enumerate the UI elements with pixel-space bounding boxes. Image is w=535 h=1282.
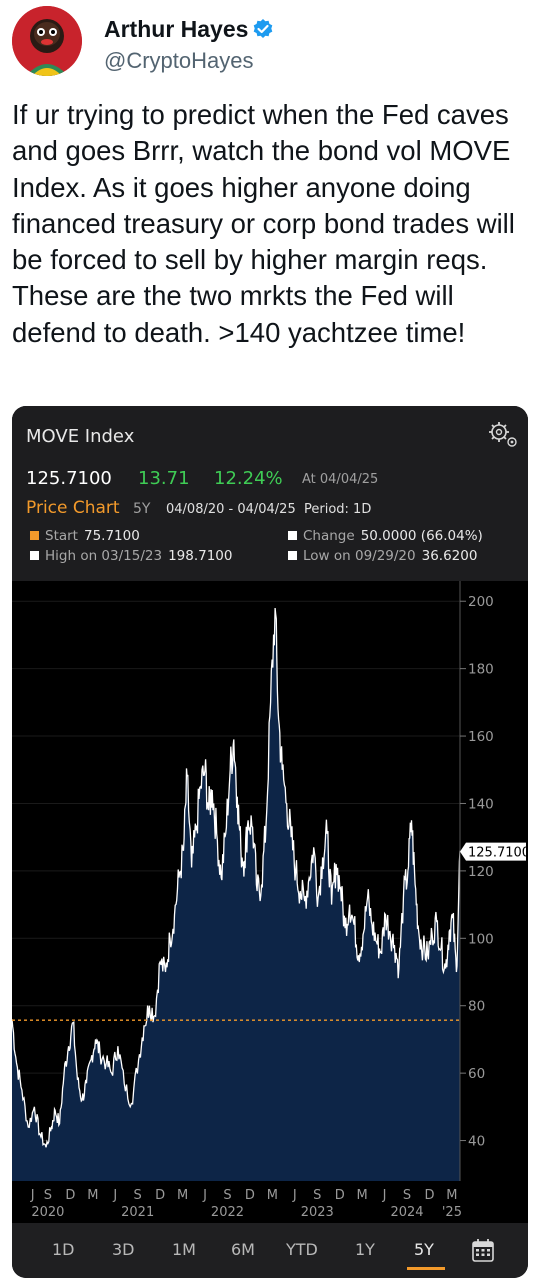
- tab-ytd[interactable]: YTD: [286, 1240, 318, 1259]
- start-label: Start: [45, 528, 78, 544]
- as-of-date: At 04/04/25: [302, 472, 379, 487]
- x-tick-label: S: [223, 1188, 231, 1203]
- active-tab-indicator: [407, 1267, 445, 1270]
- x-tick-label: J: [30, 1188, 35, 1203]
- x-year-label: '25: [442, 1205, 462, 1220]
- low-swatch: [288, 551, 297, 560]
- chart-header: MOVE Index 125.7100 13.71 12.24% At 04/0…: [12, 406, 528, 581]
- x-tick-label: S: [44, 1188, 52, 1203]
- high-stat: High on 03/15/23 198.7100: [30, 548, 232, 564]
- change-stat: Change 50.0000 (66.04%): [288, 528, 483, 544]
- x-tick-label: D: [424, 1188, 434, 1203]
- change-value: 50.0000 (66.04%): [360, 528, 483, 544]
- calendar-icon[interactable]: [472, 1238, 494, 1266]
- x-year-label: 2020: [31, 1205, 64, 1220]
- date-range: 04/08/20 - 04/04/25: [166, 502, 296, 517]
- x-tick-label: D: [65, 1188, 75, 1203]
- x-tick-label: S: [134, 1188, 142, 1203]
- avatar[interactable]: [12, 6, 82, 76]
- x-tick-label: M: [177, 1188, 188, 1203]
- author-name-text[interactable]: Arthur Hayes: [104, 16, 249, 42]
- y-tick-label: 200: [468, 594, 494, 610]
- verified-badge-icon: [252, 18, 274, 46]
- y-tick-label: 40: [468, 1134, 485, 1150]
- net-change: 13.71: [138, 468, 190, 489]
- tab-1m[interactable]: 1M: [172, 1240, 196, 1259]
- range-label: 5Y: [133, 501, 151, 517]
- last-price: 125.7100: [26, 468, 112, 489]
- x-tick-label: M: [267, 1188, 278, 1203]
- start-stat: Start 75.7100: [30, 528, 140, 544]
- start-value: 75.7100: [83, 528, 140, 544]
- price-line: [12, 607, 461, 1148]
- x-tick-label: M: [87, 1188, 98, 1203]
- y-tick-label: 140: [468, 796, 494, 812]
- x-tick-label: S: [313, 1188, 321, 1203]
- x-year-label: 2023: [301, 1205, 334, 1220]
- x-tick-label: S: [403, 1188, 411, 1203]
- high-value: 198.7100: [168, 548, 233, 564]
- x-tick-label: M: [446, 1188, 457, 1203]
- x-year-label: 2024: [390, 1205, 423, 1220]
- author-handle[interactable]: @CryptoHayes: [104, 48, 254, 73]
- high-swatch: [30, 551, 39, 560]
- last-price-tag-text: 125.7100: [468, 846, 528, 861]
- y-tick-label: 60: [468, 1066, 485, 1082]
- y-tick-label: 80: [468, 999, 485, 1015]
- y-tick-label: 100: [468, 931, 494, 947]
- x-tick-label: D: [245, 1188, 255, 1203]
- chart-card: MOVE Index 125.7100 13.71 12.24% At 04/0…: [12, 406, 528, 1278]
- start-swatch: [30, 531, 39, 540]
- range-tabs: 1D 3D 1M 6M YTD 1Y 5Y: [12, 1223, 528, 1278]
- last-price-tag-bg: [460, 842, 526, 861]
- settings-gear-icon[interactable]: [486, 420, 520, 450]
- change-swatch: [288, 531, 297, 540]
- price-chart-label[interactable]: Price Chart: [26, 498, 120, 518]
- author-name[interactable]: Arthur Hayes: [104, 16, 274, 46]
- price-area: [12, 608, 460, 1181]
- x-year-label: 2021: [121, 1205, 154, 1220]
- tab-6m[interactable]: 6M: [231, 1240, 255, 1259]
- x-tick-label: J: [202, 1188, 207, 1203]
- tweet-header: Arthur Hayes @CryptoHayes: [12, 6, 523, 78]
- tab-5y[interactable]: 5Y: [414, 1240, 434, 1259]
- x-tick-label: D: [155, 1188, 165, 1203]
- pct-change: 12.24%: [214, 468, 283, 489]
- y-tick-label: 120: [468, 864, 494, 880]
- tab-3d[interactable]: 3D: [112, 1240, 135, 1259]
- y-tick-label: 160: [468, 729, 494, 745]
- x-tick-label: D: [335, 1188, 345, 1203]
- x-tick-label: J: [112, 1188, 117, 1203]
- y-axis-ticks: 40 60 80 100 120 140 160 180 200: [460, 594, 494, 1150]
- y-tick-label: 180: [468, 662, 494, 678]
- tab-1y[interactable]: 1Y: [355, 1240, 375, 1259]
- x-year-label: 2022: [211, 1205, 244, 1220]
- low-stat: Low on 09/29/20 36.6200: [288, 548, 477, 564]
- change-label: Change: [303, 528, 355, 544]
- high-label: High on 03/15/23: [45, 548, 163, 564]
- x-tick-label: J: [292, 1188, 297, 1203]
- last-price-tag: 125.7100: [460, 842, 528, 861]
- x-tick-label: J: [382, 1188, 387, 1203]
- tab-1d[interactable]: 1D: [52, 1240, 75, 1259]
- low-label: Low on 09/29/20: [303, 548, 416, 564]
- index-title: MOVE Index: [26, 426, 135, 447]
- period-label: Period: 1D: [304, 502, 372, 517]
- low-value: 36.6200: [421, 548, 478, 564]
- x-tick-label: M: [357, 1188, 368, 1203]
- tweet-text: If ur trying to predict when the Fed cav…: [12, 99, 515, 348]
